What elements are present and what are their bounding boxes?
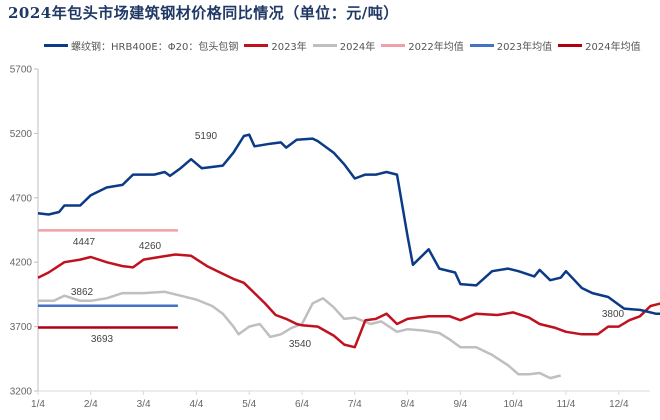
- x-tick-label: 9/4: [453, 399, 467, 410]
- x-tick-label: 1/4: [31, 399, 45, 410]
- y-tick-label: 3200: [10, 387, 33, 398]
- data-label: 3540: [289, 339, 312, 350]
- data-label: 5190: [195, 131, 218, 142]
- x-tick-label: 4/4: [189, 399, 203, 410]
- x-tick-label: 2/4: [84, 399, 98, 410]
- y-tick-label: 4700: [10, 193, 33, 204]
- y-tick-label: 5200: [10, 129, 33, 140]
- data-label: 4260: [139, 241, 162, 252]
- y-tick-label: 5700: [10, 65, 33, 76]
- x-tick-label: 8/4: [401, 399, 415, 410]
- legend-label: 2022年均值: [408, 42, 464, 53]
- data-label: 3693: [91, 334, 114, 345]
- x-tick-label: 7/4: [348, 399, 362, 410]
- series-line: [37, 253, 660, 349]
- x-tick-label: 5/4: [242, 399, 256, 410]
- y-tick-label: 4200: [10, 258, 33, 269]
- legend-item[interactable]: 2023年均值: [469, 38, 553, 53]
- x-tick-label: 3/4: [137, 399, 151, 410]
- chart-title: 2024年包头市场建筑钢材价格同比情况（单位：元/吨）: [8, 4, 399, 22]
- legend-item[interactable]: 2024年均值: [558, 38, 641, 53]
- legend-swatch-icon: [44, 44, 68, 47]
- data-label: 3800: [602, 309, 625, 320]
- legend-item[interactable]: 2024年: [312, 38, 376, 53]
- legend-label: 2023年均值: [496, 42, 553, 53]
- legend-label: 2024年: [339, 42, 376, 53]
- legend-item[interactable]: 2023年: [244, 38, 307, 53]
- legend-label: 2024年均值: [585, 42, 641, 53]
- legend-swatch-icon: [244, 44, 269, 47]
- legend-swatch-icon: [469, 44, 494, 47]
- data-label: 4447: [73, 237, 96, 248]
- data-label: 3862: [71, 287, 94, 298]
- legend-swatch-icon: [381, 44, 406, 47]
- y-tick-label: 3700: [10, 322, 33, 333]
- legend-label: 螺纹钢：HRB400E：Φ20：包头包钢: [71, 42, 239, 53]
- legend-label: 2023年: [271, 42, 307, 53]
- x-tick-label: 11/4: [557, 399, 576, 410]
- chart-legend: 螺纹钢：HRB400E：Φ20：包头包钢 2023年 2024年 2022年均值 202…: [44, 38, 647, 53]
- legend-swatch-icon: [558, 44, 583, 47]
- series-line: [37, 133, 660, 315]
- x-tick-label: 10/4: [503, 399, 523, 410]
- x-tick-label: 12/4: [609, 399, 629, 410]
- series-line: [38, 290, 562, 380]
- legend-item[interactable]: 螺纹钢：HRB400E：Φ20：包头包钢: [44, 38, 238, 53]
- x-tick-label: 6/4: [295, 399, 309, 410]
- legend-item[interactable]: 2022年均值: [381, 38, 464, 53]
- legend-swatch-icon: [312, 44, 337, 47]
